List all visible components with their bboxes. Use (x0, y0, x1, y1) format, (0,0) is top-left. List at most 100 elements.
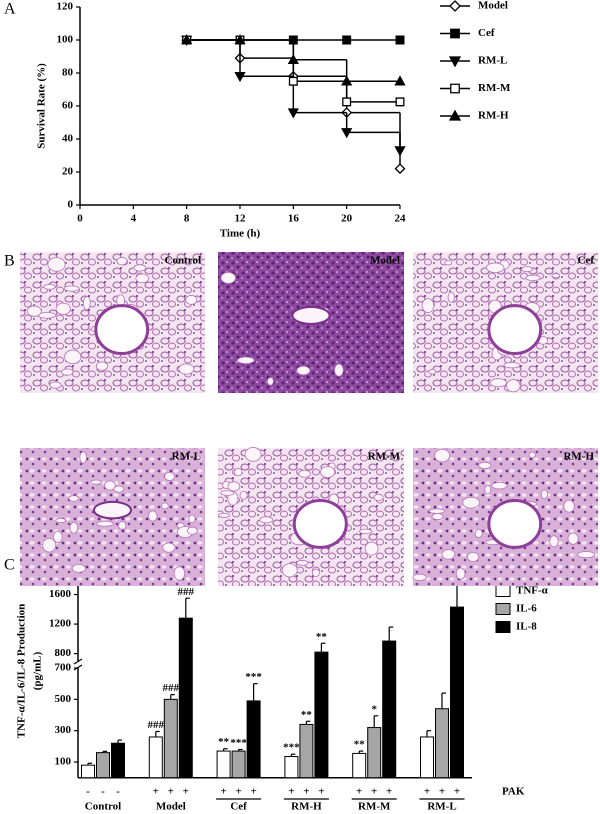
bar (148, 736, 163, 779)
treatment-sign: + (303, 786, 309, 798)
legend-label: IL-8 (516, 621, 537, 633)
survival-marker (287, 108, 299, 119)
y-tick-label: 0 (68, 199, 74, 211)
alveolus (133, 264, 147, 272)
histology-image: Model (218, 252, 404, 393)
treatment-sign: + (183, 786, 189, 798)
y-tick-label: 120 (57, 1, 74, 13)
airway (93, 500, 132, 520)
alveolus (563, 499, 575, 513)
treatment-sign: + (454, 786, 460, 798)
alveolus (69, 521, 79, 534)
x-tick-label: Model (156, 801, 186, 813)
survival-marker (395, 97, 405, 107)
alveolus (49, 381, 62, 389)
significance-label: ### (163, 682, 180, 694)
y-tick-label: 300 (55, 724, 72, 736)
x-tick-label: 12 (235, 213, 247, 225)
legend-label: RM-M (478, 82, 511, 94)
treatment-sign: + (318, 786, 324, 798)
bar (352, 752, 367, 779)
y-tick-label: 80 (62, 67, 74, 79)
alveolus (220, 490, 235, 496)
legend-marker (450, 28, 460, 39)
treatment-sign: + (220, 786, 226, 798)
legend-label: RM-H (478, 110, 509, 122)
y-tick-label: 1600 (49, 588, 72, 600)
alveolus (178, 363, 195, 375)
y-tick-label: 700 (55, 662, 72, 674)
alveolus (244, 447, 262, 462)
treatment-sign: + (235, 786, 241, 798)
alveolus (162, 542, 176, 553)
histology-image: RM-L (20, 448, 205, 586)
alveolus (551, 273, 561, 279)
survival-marker (234, 34, 246, 45)
survival-marker (394, 75, 406, 86)
alveolus (431, 513, 444, 521)
legend-swatch (495, 621, 511, 633)
y-axis-label: TNF-α/IL-6/IL-8 Production (16, 604, 28, 739)
x-tick-label: 20 (341, 213, 353, 225)
significance-label: ** (316, 631, 328, 643)
treatment-sign: + (386, 786, 392, 798)
treatment-sign: - (86, 786, 90, 798)
axis-break (73, 664, 83, 671)
histology-image: RM-H (412, 448, 598, 586)
y-tick-label: 500 (55, 693, 72, 705)
survival-marker (181, 34, 193, 45)
alveolus (296, 560, 309, 566)
treatment-sign: + (288, 786, 294, 798)
alveolus (484, 485, 492, 495)
treatment-sign: + (250, 786, 256, 798)
airway (94, 304, 150, 356)
x-tick-label: 0 (77, 213, 83, 225)
alveolus (63, 285, 80, 292)
alveolus (567, 532, 579, 545)
image-label: Cef (578, 255, 595, 267)
legend-swatch (495, 603, 511, 615)
alveolus (434, 448, 451, 463)
bar (163, 698, 178, 779)
survival-marker (342, 97, 352, 107)
alveolus (95, 361, 109, 371)
alveolus (61, 368, 74, 376)
alveolus (447, 291, 455, 303)
alveolus (266, 377, 274, 386)
legend-marker (449, 0, 461, 12)
alveolus (186, 526, 198, 535)
treatment-sign: + (153, 786, 159, 798)
survival-marker (394, 146, 406, 157)
alveolus (233, 468, 243, 477)
alveolus (466, 551, 480, 562)
alveolus (64, 349, 82, 365)
alveolus (220, 272, 236, 284)
alveolus (428, 368, 437, 375)
y-tick-label: 100 (57, 34, 74, 46)
treatment-sign: + (356, 786, 362, 798)
survival-marker (287, 53, 299, 65)
x-tick-label: 4 (131, 213, 137, 225)
alveolus (236, 356, 255, 365)
alveolus (217, 512, 231, 518)
significance-label: ** (301, 709, 313, 721)
x-tick-label: 24 (395, 213, 407, 225)
significance-label: *** (230, 737, 247, 749)
airway (291, 305, 331, 325)
legend-marker (448, 109, 462, 121)
alveolus (503, 362, 521, 369)
bar (231, 750, 246, 779)
treatment-sign: - (116, 786, 120, 798)
alveolus (444, 260, 453, 266)
panel-label: A (4, 1, 16, 18)
alveolus (55, 517, 66, 523)
bar (367, 727, 382, 779)
survival-marker (341, 128, 353, 139)
alveolus (528, 451, 536, 459)
axis-break (73, 658, 83, 665)
alveolus (478, 461, 492, 469)
legend-label: Model (478, 0, 508, 12)
y-axis-label: Survival Rate (%) (36, 63, 48, 149)
alveolus (104, 480, 116, 491)
